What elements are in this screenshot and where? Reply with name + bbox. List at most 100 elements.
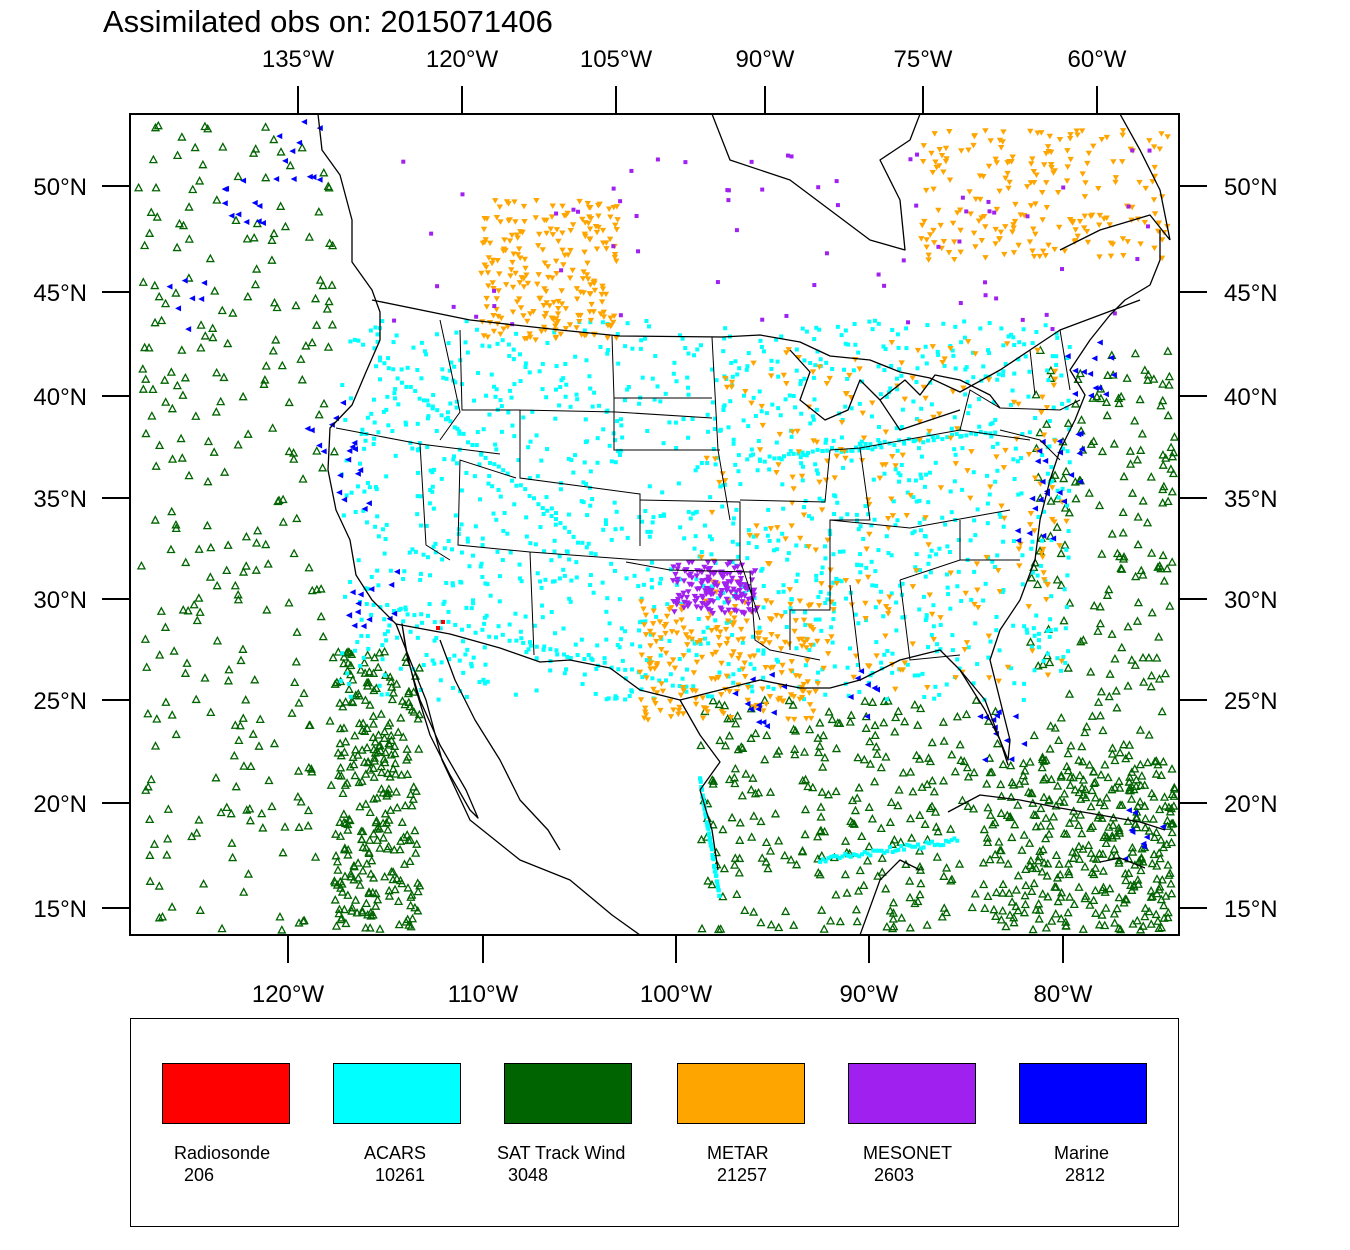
metar-marker <box>914 347 922 354</box>
sat-wind-marker <box>1068 847 1078 856</box>
acars-marker <box>1031 626 1036 631</box>
metar-marker <box>1095 185 1102 192</box>
metar-marker <box>982 255 989 261</box>
acars-marker <box>513 692 518 697</box>
metar-marker <box>889 453 896 460</box>
metar-marker <box>789 500 796 506</box>
sat-wind-marker <box>360 695 371 704</box>
mesonet-marker <box>712 580 719 586</box>
sat-wind-marker <box>922 779 932 789</box>
sat-wind-marker <box>298 916 308 925</box>
metar-marker <box>1002 447 1009 454</box>
observation-markers <box>134 118 1179 934</box>
metar-marker <box>509 284 517 291</box>
acars-marker <box>563 361 568 366</box>
acars-marker <box>340 651 345 656</box>
sat-wind-marker <box>824 707 834 716</box>
acars-marker <box>722 482 727 487</box>
metar-marker <box>1006 179 1013 186</box>
acars-marker <box>348 339 353 344</box>
acars-marker <box>612 568 617 573</box>
sat-wind-marker <box>718 824 728 834</box>
metar-marker <box>807 602 815 608</box>
metar-marker <box>916 437 923 444</box>
acars-marker <box>893 523 898 528</box>
sat-wind-marker <box>1164 870 1174 879</box>
sat-wind-marker <box>388 763 398 773</box>
metar-marker <box>788 659 795 665</box>
acars-marker <box>817 617 822 622</box>
metar-marker <box>810 708 817 715</box>
acars-marker <box>1067 488 1072 493</box>
acars-marker <box>949 510 954 515</box>
acars-marker <box>972 569 977 574</box>
metar-marker <box>1038 410 1045 416</box>
sat-wind-marker <box>1080 893 1090 903</box>
florida <box>959 669 1009 766</box>
acars-marker <box>820 498 825 503</box>
metar-marker <box>489 257 497 264</box>
acars-marker <box>623 676 628 681</box>
acars-marker <box>627 694 632 699</box>
sat-wind-marker <box>386 676 396 686</box>
sat-wind-marker <box>749 811 759 820</box>
sat-wind-marker <box>1063 418 1073 427</box>
sat-wind-marker <box>1077 782 1087 792</box>
sat-wind-marker <box>241 695 251 704</box>
acars-marker <box>1020 582 1025 587</box>
metar-marker <box>982 128 989 134</box>
sat-wind-marker <box>1041 772 1051 782</box>
sat-wind-marker <box>140 342 150 352</box>
metar-marker <box>1043 180 1050 186</box>
metar-marker <box>586 309 594 315</box>
marine-marker <box>221 186 228 193</box>
sat-wind-marker <box>1074 841 1084 851</box>
acars-marker <box>960 446 965 451</box>
acars-marker <box>861 446 866 451</box>
metar-marker <box>964 339 972 345</box>
sat-wind-marker <box>873 871 883 880</box>
great-lakes <box>789 349 1001 431</box>
acars-marker <box>507 622 512 627</box>
acars-marker <box>1049 594 1054 599</box>
metar-marker <box>555 238 562 245</box>
acars-marker <box>842 367 847 372</box>
acars-marker <box>377 358 382 363</box>
acars-marker <box>486 481 491 486</box>
sat-wind-marker <box>1074 820 1084 830</box>
sat-wind-marker <box>194 593 204 602</box>
sat-wind-marker <box>150 515 160 524</box>
acars-marker <box>993 430 998 435</box>
sat-wind-marker <box>271 335 281 344</box>
sat-wind-marker <box>998 759 1008 769</box>
acars-marker <box>722 600 727 605</box>
acars-marker <box>545 340 550 345</box>
sat-wind-marker <box>954 859 965 868</box>
sat-wind-marker <box>241 531 252 541</box>
acars-marker <box>459 580 464 585</box>
acars-marker <box>410 446 415 451</box>
sat-wind-marker <box>261 361 271 370</box>
sat-wind-marker <box>1034 898 1044 908</box>
metar-marker <box>807 642 815 649</box>
acars-marker <box>721 407 726 412</box>
sat-wind-marker <box>388 688 399 697</box>
metar-marker <box>987 484 994 490</box>
acars-marker <box>691 684 696 689</box>
acars-marker <box>549 506 554 511</box>
mesonet-marker <box>492 304 497 309</box>
acars-marker <box>918 472 923 477</box>
acars-marker <box>746 587 751 592</box>
acars-marker <box>978 326 983 331</box>
sat-wind-marker <box>1115 800 1125 809</box>
sat-wind-marker <box>786 854 796 864</box>
acars-marker <box>1012 681 1017 686</box>
metar-marker <box>614 217 621 223</box>
sat-wind-marker <box>927 737 937 747</box>
sat-wind-marker <box>1115 783 1125 792</box>
acars-marker <box>514 331 519 336</box>
metar-marker <box>587 317 595 324</box>
metar-marker <box>1048 165 1055 171</box>
metar-marker <box>481 239 489 246</box>
sat-wind-marker <box>384 885 394 895</box>
